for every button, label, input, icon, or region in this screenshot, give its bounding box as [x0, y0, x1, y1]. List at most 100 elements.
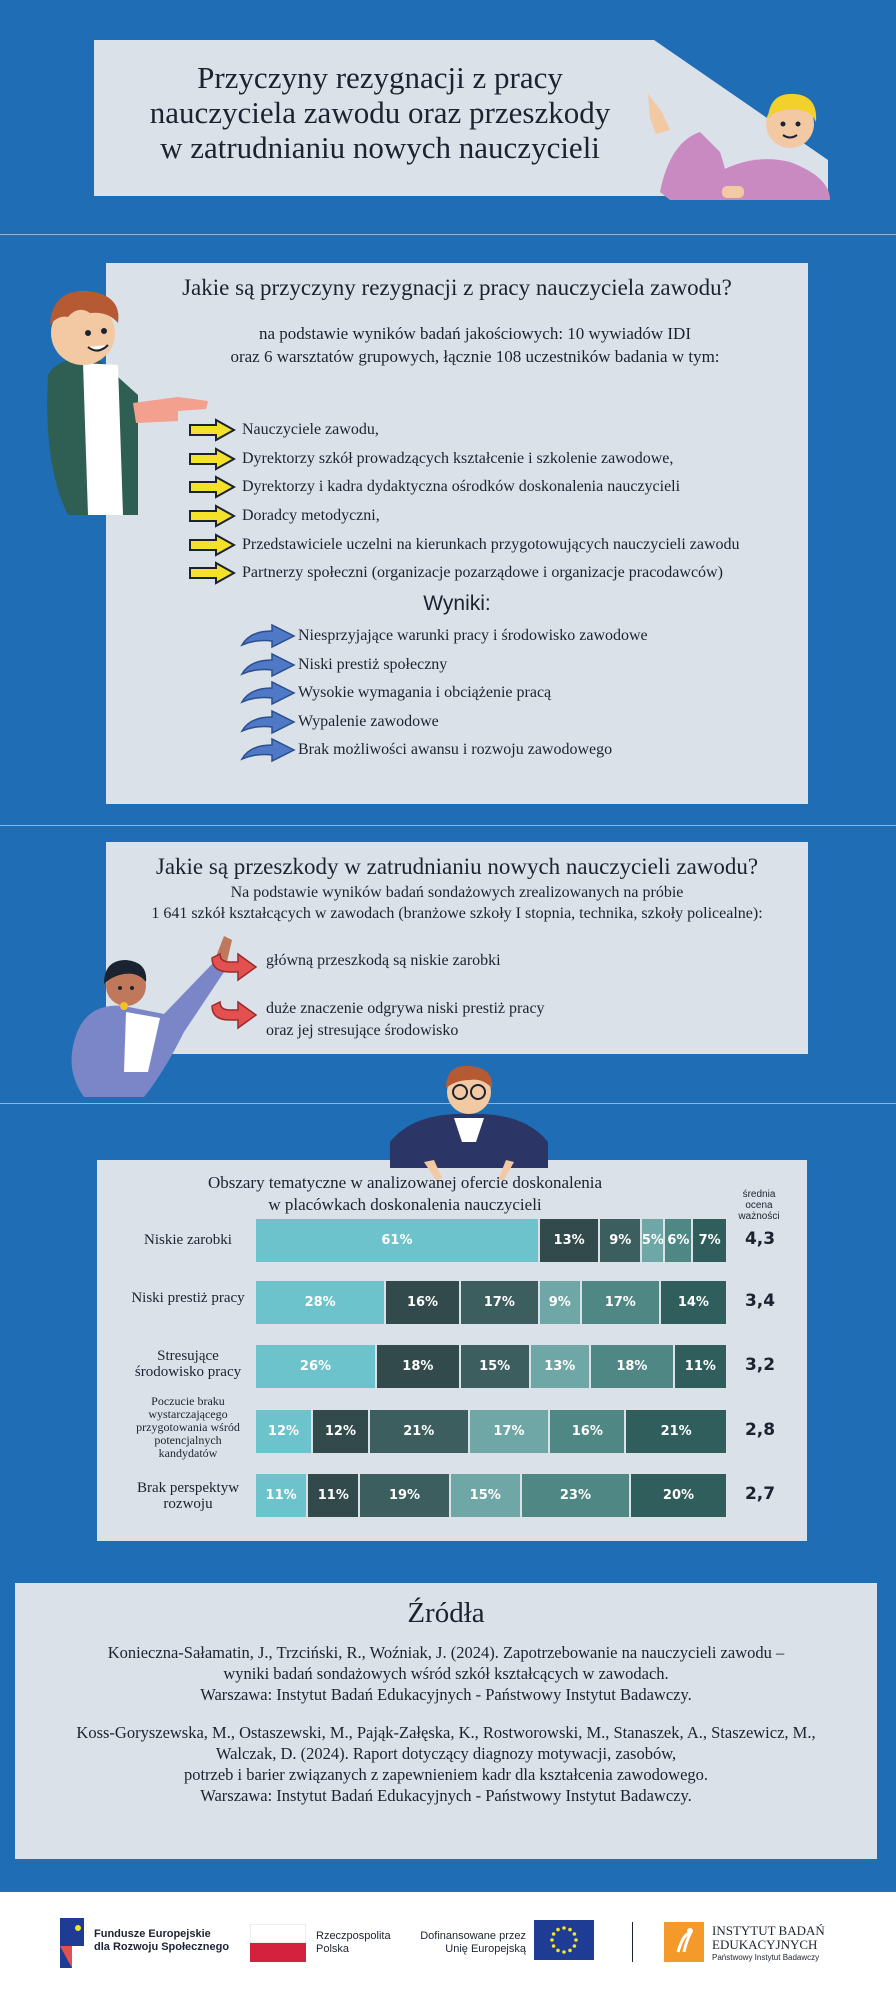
blue-arrow-icon	[240, 709, 296, 734]
page-title: Przyczyny rezygnacji z pracy nauczyciela…	[149, 60, 611, 165]
ibe-logo-icon	[664, 1922, 704, 1962]
list-item: Niesprzyjające warunki pracy i środowisk…	[240, 622, 800, 651]
average-rating-header: średnia ocena ważności	[738, 1189, 780, 1222]
stacked-bar: 12% 12% 21% 17% 16% 21%	[256, 1410, 726, 1453]
list-item: główną przeszkodą są niskie zarobki	[211, 950, 786, 984]
bar-segment: 9%	[600, 1219, 643, 1262]
obstacles-question: Jakie są przeszkody w zatrudnianiu nowyc…	[155, 854, 759, 879]
blue-arrow-icon	[240, 624, 296, 649]
average-rating-value: 3,4	[744, 1291, 776, 1311]
european-funds-logo-icon	[60, 1918, 84, 1968]
bar-segment: 14%	[660, 1281, 726, 1324]
average-rating-value: 2,7	[744, 1484, 776, 1504]
bar-segment: 18%	[376, 1345, 461, 1388]
polish-flag-icon	[250, 1924, 306, 1962]
row-label: Poczucie braku wystarczającego przygotowan…	[136, 1394, 240, 1460]
yellow-arrow-icon	[189, 418, 236, 442]
reasons-question: Jakie są przyczyny rezygnacji z pracy na…	[182, 275, 732, 300]
bar-segment: 20%	[631, 1474, 726, 1517]
bar-segment: 15%	[460, 1345, 531, 1388]
row-label: Brak perspektyw rozwoju	[136, 1480, 240, 1512]
yellow-arrow-icon	[189, 447, 236, 471]
sources-title: Źródła	[407, 1597, 485, 1629]
footer	[0, 1892, 896, 2000]
participants-list: Nauczyciele zawodu, Dyrektorzy szkół pro…	[188, 416, 808, 588]
list-item: Brak możliwości awansu i rozwoju zawodow…	[240, 736, 800, 765]
list-item: Dyrektorzy szkół prowadzących kształceni…	[188, 445, 808, 474]
reasons-subtitle: na podstawie wyników badań jakościowych:…	[230, 324, 720, 366]
bar-segment: 17%	[581, 1281, 661, 1324]
average-rating-value: 3,2	[744, 1355, 776, 1375]
blue-arrow-icon	[240, 738, 296, 763]
average-rating-value: 4,3	[744, 1229, 776, 1249]
yellow-arrow-icon	[189, 532, 236, 557]
obstacles-subtitle: Na podstawie wyników badań sondażowych z…	[151, 884, 763, 922]
source-reference-1: Konieczna-Sałamatin, J., Trzciński, R., …	[107, 1643, 785, 1704]
bar-segment: 15%	[450, 1474, 522, 1517]
eu-cofinanced-label: Dofinansowane przez Unię Europejską	[420, 1930, 526, 1955]
ibe-label: INSTYTUT BADAŃ EDUKACYJNYCH Państwowy In…	[712, 1923, 825, 1963]
bar-segment: 11%	[308, 1474, 361, 1517]
reasons-panel	[106, 263, 808, 804]
man-with-glasses-illustration	[390, 1065, 548, 1180]
bar-segment: 61%	[256, 1219, 540, 1262]
bar-segment: 16%	[386, 1281, 461, 1324]
results-list: Niesprzyjające warunki pracy i środowisk…	[240, 622, 800, 765]
list-item: Przedstawiciele uczelni na kierunkach pr…	[188, 530, 808, 559]
sources-panel	[15, 1583, 877, 1859]
section-divider	[0, 234, 896, 235]
stacked-bar: 26% 18% 15% 13% 18% 11%	[256, 1345, 726, 1388]
bar-segment: 12%	[312, 1410, 370, 1453]
bar-segment: 12%	[256, 1410, 313, 1453]
list-item: Nauczyciele zawodu,	[188, 416, 808, 445]
source-reference-2: Koss-Goryszewska, M., Ostaszewski, M., P…	[76, 1723, 816, 1805]
list-item: Doradcy metodyczni,	[188, 502, 808, 531]
bar-segment: 17%	[469, 1410, 551, 1453]
red-arrow-icon	[211, 1000, 258, 1030]
yellow-arrow-icon	[189, 504, 236, 528]
list-item: duże znaczenie odgrywa niski prestiż pra…	[211, 998, 786, 1042]
blue-arrow-icon	[240, 681, 296, 706]
bar-segment: 18%	[591, 1345, 675, 1388]
pointing-man-illustration	[47, 290, 208, 515]
list-item: Dyrektorzy i kadra dydaktyczna ośrodków …	[188, 473, 808, 502]
bar-segment: 19%	[360, 1474, 451, 1517]
section-divider	[0, 1103, 896, 1104]
bar-segment: 21%	[626, 1410, 726, 1453]
bar-segment: 23%	[521, 1474, 632, 1517]
stacked-bar: 28% 16% 17% 9% 17% 14%	[256, 1281, 726, 1324]
bar-segment: 9%	[539, 1281, 582, 1324]
results-title: Wyniki:	[423, 592, 491, 615]
bar-segment: 5%	[642, 1219, 666, 1262]
stacked-bar: 61% 13% 9% 5% 6% 7%	[256, 1219, 726, 1262]
list-item: Niski prestiż społeczny	[240, 651, 800, 680]
bar-segment: 11%	[674, 1345, 726, 1388]
row-label: Stresujące środowisko pracy	[134, 1348, 242, 1380]
list-item: Partnerzy społeczni (organizacje pozarzą…	[188, 559, 808, 588]
bar-segment: 13%	[539, 1219, 601, 1262]
pointing-boy-illustration	[648, 93, 830, 200]
pointing-woman-illustration	[71, 936, 232, 1097]
european-funds-label: Fundusze Europejskie dla Rozwoju Społecz…	[94, 1928, 230, 1953]
average-rating-value: 2,8	[744, 1420, 776, 1440]
bar-segment: 17%	[460, 1281, 540, 1324]
bar-segment: 28%	[256, 1281, 387, 1324]
republic-of-poland-label: Rzeczpospolita Polska	[316, 1930, 391, 1955]
obstacles-list: główną przeszkodą są niskie zarobki duże…	[211, 950, 786, 1056]
bar-segment: 7%	[693, 1219, 726, 1262]
bar-segment: 6%	[665, 1219, 694, 1262]
blue-arrow-icon	[240, 652, 296, 677]
footer-divider	[632, 1922, 633, 1962]
bar-segment: 26%	[256, 1345, 377, 1388]
list-item: Wypalenie zawodowe	[240, 708, 800, 737]
eu-flag-icon	[534, 1920, 594, 1960]
section-divider	[0, 825, 896, 826]
row-label: Niski prestiż pracy	[131, 1290, 245, 1306]
bar-segment: 13%	[530, 1345, 592, 1388]
chart-title: Obszary tematyczne w analizowanej oferci…	[207, 1173, 603, 1214]
row-label: Niskie zarobki	[144, 1232, 232, 1248]
bar-segment: 16%	[550, 1410, 627, 1453]
bar-segment: 21%	[369, 1410, 470, 1453]
bar-segment: 11%	[256, 1474, 309, 1517]
yellow-arrow-icon	[189, 561, 236, 585]
